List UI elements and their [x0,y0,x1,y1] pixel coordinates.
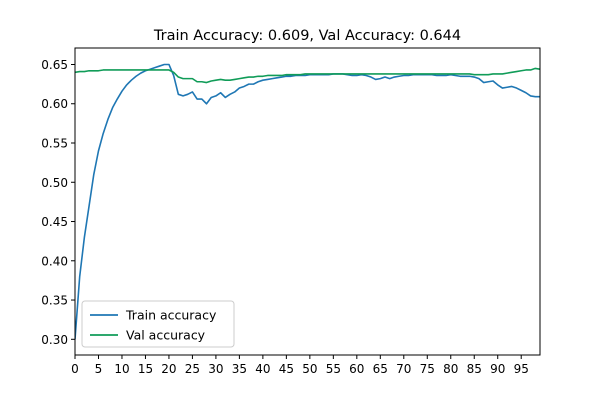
x-tick-label: 40 [255,362,270,376]
x-tick-label: 5 [95,362,103,376]
x-tick-label: 90 [490,362,505,376]
series-line-train-accuracy [75,63,540,340]
x-tick-label: 50 [302,362,317,376]
y-tick-label: 0.45 [41,215,68,229]
y-tick-label: 0.35 [41,294,68,308]
plot-frame [74,47,541,356]
x-tick-label: 55 [326,362,341,376]
y-tick-label: 0.65 [41,58,68,72]
series-line-val-accuracy [75,67,540,84]
x-tick-label: 95 [514,362,529,376]
legend-label: Val accuracy [126,328,206,343]
chart-title: Train Accuracy: 0.609, Val Accuracy: 0.6… [153,28,461,44]
x-tick-label: 0 [71,362,79,376]
y-tick-label: 0.40 [41,254,68,268]
x-tick-label: 35 [232,362,247,376]
series-layer [75,63,540,340]
axis-layer: 0 5 10 15 20 25 30 35 40 45 50 55 60 65 70 75 80 85 90 95 0.… [41,47,541,376]
y-tick-label: 0.50 [41,176,68,190]
x-tick-label: 60 [349,362,364,376]
x-tick-label: 15 [138,362,153,376]
x-tick-label: 25 [185,362,200,376]
x-tick-label: 75 [420,362,435,376]
x-tick-label: 20 [161,362,176,376]
x-tick-label: 80 [443,362,458,376]
y-tick-label: 0.30 [41,333,68,347]
legend-label: Train accuracy [125,308,217,323]
x-tick-label: 65 [373,362,388,376]
x-tick-label: 85 [467,362,482,376]
legend: Train accuracy Val accuracy [81,300,235,348]
legend-box [81,300,235,348]
x-tick-label: 70 [396,362,411,376]
x-tick-label: 10 [114,362,129,376]
x-tick-label: 30 [208,362,223,376]
y-tick-label: 0.55 [41,137,68,151]
y-tick-label: 0.60 [41,97,68,111]
x-tick-label: 45 [279,362,294,376]
